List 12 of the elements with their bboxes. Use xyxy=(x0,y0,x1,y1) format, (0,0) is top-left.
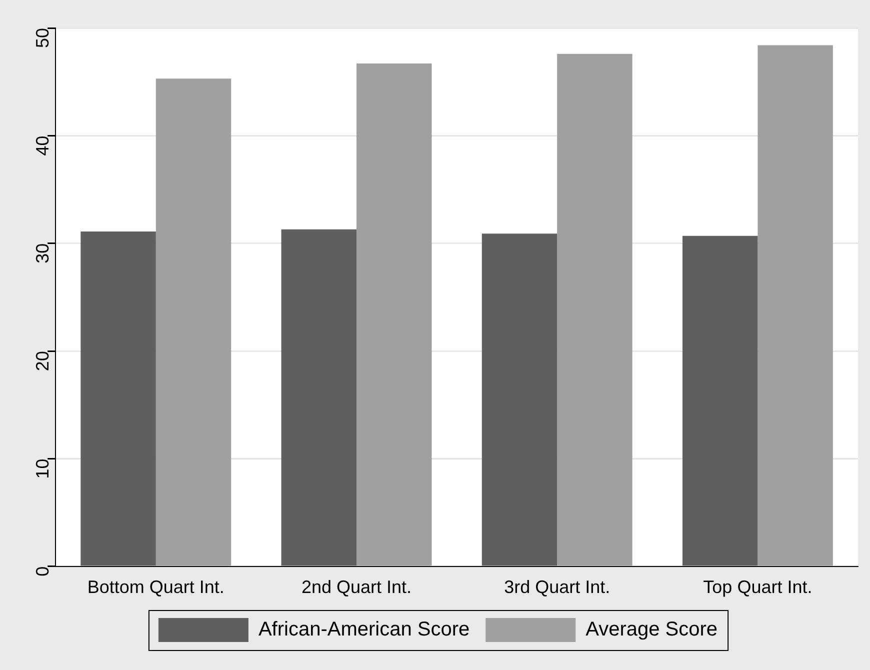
x-tick-label: 3rd Quart Int. xyxy=(504,577,610,598)
y-tick-label: 10 xyxy=(32,458,53,479)
x-tick-label: 2nd Quart Int. xyxy=(301,577,412,598)
legend-label: Average Score xyxy=(586,618,718,641)
y-tick-label: 20 xyxy=(32,351,53,372)
y-tick-label: 30 xyxy=(32,243,53,264)
x-tick-label: Bottom Quart Int. xyxy=(87,577,224,598)
x-tick-label: Top Quart Int. xyxy=(703,577,812,598)
y-tick-label: 40 xyxy=(32,136,53,156)
y-tick-label: 50 xyxy=(32,28,53,48)
legend-label: African-American Score xyxy=(258,618,470,641)
y-tick-label: 0 xyxy=(32,566,53,576)
